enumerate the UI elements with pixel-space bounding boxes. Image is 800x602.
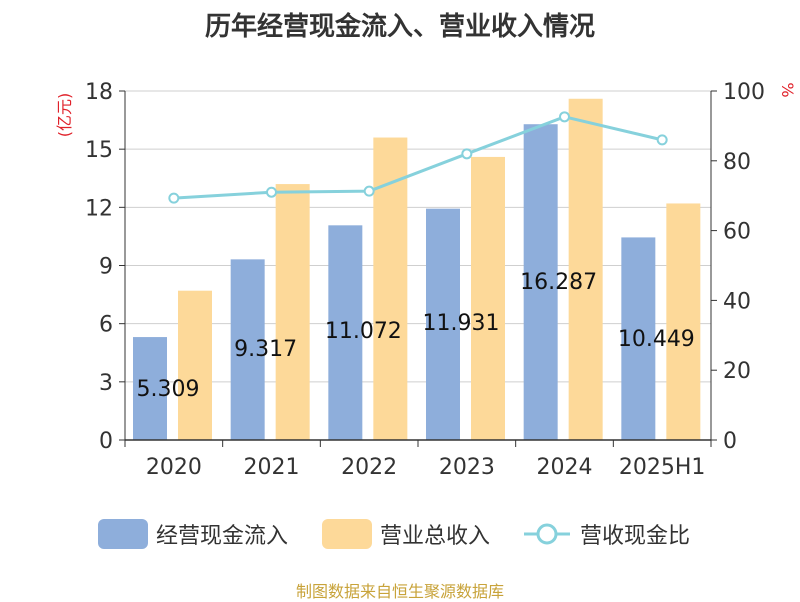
bar-revenue — [275, 184, 310, 440]
source-note: 制图数据来自恒生聚源数据库 — [295, 582, 504, 601]
y-right-tick-label: 20 — [723, 359, 751, 384]
y-right-tick-label: 80 — [723, 150, 751, 175]
x-tick-label: 2021 — [244, 455, 300, 480]
y-right-tick-label: 60 — [723, 220, 751, 245]
bar-cash-inflow — [328, 225, 363, 440]
y-right-tick-label: 100 — [723, 80, 765, 105]
legend-label-cash-inflow: 经营现金流入 — [156, 524, 289, 549]
data-label-cash-inflow: 16.287 — [520, 270, 597, 295]
bar-revenue — [178, 290, 212, 440]
line-ratio-point — [168, 192, 180, 204]
bar-cash-inflow — [133, 337, 167, 440]
data-label-cash-inflow: 11.072 — [325, 319, 402, 344]
data-label-cash-inflow: 10.449 — [618, 327, 695, 352]
y-left-axis-label: (亿元) — [55, 93, 74, 138]
legend-label-ratio: 营收现金比 — [580, 524, 691, 549]
bar-cash-inflow — [523, 124, 558, 440]
line-ratio-point — [363, 185, 375, 197]
line-ratio-point — [559, 111, 570, 123]
y-left-tick-label: 18 — [85, 80, 113, 105]
bar-revenue — [666, 203, 701, 440]
legend-swatch-cash-inflow — [98, 519, 148, 549]
x-tick-label: 2023 — [439, 455, 495, 480]
line-ratio-point — [266, 186, 277, 198]
y-left-tick-label: 15 — [85, 138, 113, 163]
data-label-cash-inflow: 11.931 — [423, 311, 500, 336]
x-tick-label: 2022 — [341, 455, 397, 480]
y-left-tick-label: 3 — [99, 371, 113, 396]
y-left-tick-label: 9 — [99, 255, 113, 280]
y-left-tick-label: 0 — [99, 429, 113, 454]
legend-label-revenue: 营业总收入 — [380, 524, 491, 549]
x-tick-label: 2024 — [537, 455, 593, 480]
line-ratio-point — [461, 148, 473, 160]
bar-revenue — [568, 98, 603, 440]
legend-item-ratio[interactable]: 营收现金比 — [522, 516, 690, 552]
bar-cash-inflow — [621, 237, 656, 440]
line-ratio-point — [656, 134, 668, 146]
chart-title: 历年经营现金流入、营业收入情况 — [204, 12, 595, 42]
y-right-axis-label: % — [778, 82, 797, 97]
legend: 经营现金流入 营业总收入 营收现金比 — [0, 516, 800, 556]
legend-item-revenue[interactable]: 营业总收入 — [322, 516, 490, 552]
bar-cash-inflow — [230, 259, 265, 440]
line-ratio — [173, 115, 663, 200]
legend-swatch-revenue — [322, 519, 372, 549]
data-label-cash-inflow: 5.309 — [137, 377, 200, 402]
x-tick-label: 2020 — [146, 455, 202, 480]
bar-cash-inflow — [426, 208, 460, 440]
bar-revenue — [471, 156, 505, 440]
x-tick-label: 2025H1 — [619, 455, 706, 480]
y-left-tick-label: 6 — [99, 313, 113, 338]
legend-item-cash-inflow[interactable]: 经营现金流入 — [98, 516, 288, 552]
y-right-tick-label: 0 — [723, 429, 737, 454]
data-label-cash-inflow: 9.317 — [234, 337, 297, 362]
legend-line-marker-icon — [522, 519, 572, 549]
y-right-tick-label: 40 — [723, 289, 751, 314]
y-left-tick-label: 12 — [85, 196, 113, 221]
